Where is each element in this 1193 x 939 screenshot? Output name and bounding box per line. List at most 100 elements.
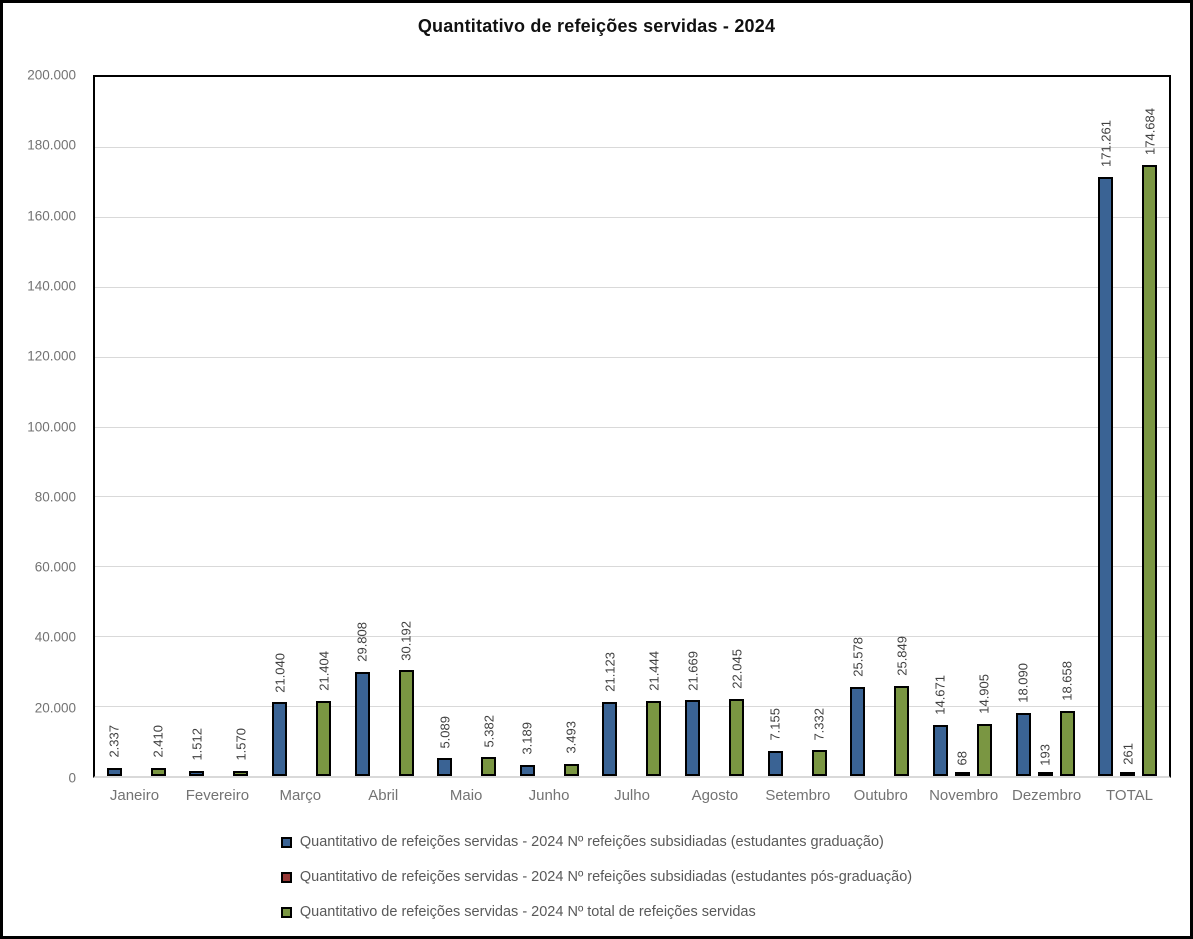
y-tick-label: 0 xyxy=(68,770,76,786)
x-tick-label-fevereiro: Fevereiro xyxy=(185,787,250,804)
bar-total xyxy=(316,701,332,776)
bar-value-label: 7.155 xyxy=(767,708,783,741)
bar-graduacao xyxy=(1098,177,1114,776)
bar-slot-graduacao: 21.123 xyxy=(602,77,618,776)
bar-slot-total: 22.045 xyxy=(729,77,745,776)
bar-slot-total: 1.570 xyxy=(233,77,249,776)
bar-pos-graduacao xyxy=(1037,772,1053,776)
bar-graduacao xyxy=(602,702,618,776)
bar-value-label: 3.493 xyxy=(563,721,579,754)
y-tick-label: 140.000 xyxy=(27,278,76,294)
bar-slot-pos-graduacao: 261 xyxy=(1120,77,1136,776)
x-tick-label-dezembro: Dezembro xyxy=(1012,787,1082,804)
gridline xyxy=(95,216,1169,218)
x-tick-label-junho: Junho xyxy=(528,787,570,804)
bar-pos-graduacao xyxy=(1120,772,1136,776)
x-axis: Janeiro Fevereiro Março Abril Maio Junho Julho… xyxy=(93,787,1171,804)
bar-slot-graduacao: 18.090 xyxy=(1015,77,1031,776)
bar-slot-graduacao: 171.261 xyxy=(1098,77,1114,776)
x-tick-label-setembro: Setembro xyxy=(765,787,831,804)
category-total: 171.261 261 174.684 xyxy=(1086,77,1169,776)
legend-marker-graduacao xyxy=(280,836,292,848)
bar-slot-graduacao: 21.669 xyxy=(685,77,701,776)
bar-value-label: 18.090 xyxy=(1015,663,1031,703)
category-março: 21.040 21.404 xyxy=(260,77,343,776)
y-tick-label: 180.000 xyxy=(27,137,76,153)
bar-slot-graduacao: 7.155 xyxy=(767,77,783,776)
bar-slot-pos-graduacao xyxy=(129,77,144,776)
bar-total xyxy=(481,757,497,776)
bar-value-label: 22.045 xyxy=(729,649,745,689)
y-tick-label: 20.000 xyxy=(34,700,76,716)
bar-total xyxy=(646,701,662,776)
y-tick-label: 160.000 xyxy=(27,208,76,224)
x-tick-label-total: TOTAL xyxy=(1106,787,1153,804)
category-outubro: 25.578 25.849 xyxy=(838,77,921,776)
bar-total xyxy=(1142,165,1158,776)
gridline xyxy=(95,636,1169,638)
legend-item-graduacao: Quantitativo de refeições servidas - 202… xyxy=(280,834,912,850)
x-tick-label-janeiro: Janeiro xyxy=(109,787,160,804)
bars-container: 2.337 2.410 1.512 1.570 21.040 21.404 29.808 30… xyxy=(95,77,1169,776)
bar-value-label: 68 xyxy=(954,751,970,766)
bar-slot-total: 5.382 xyxy=(481,77,497,776)
bar-slot-total: 2.410 xyxy=(150,77,166,776)
category-julho: 21.123 21.444 xyxy=(591,77,674,776)
bar-total xyxy=(150,767,166,776)
bar-slot-pos-graduacao xyxy=(624,77,639,776)
legend-items: Quantitativo de refeições servidas - 202… xyxy=(280,834,912,920)
bar-total xyxy=(233,770,249,776)
category-fevereiro: 1.512 1.570 xyxy=(178,77,261,776)
legend-marker-pos-graduacao xyxy=(280,871,292,883)
bar-slot-pos-graduacao xyxy=(459,77,474,776)
bar-value-label: 18.658 xyxy=(1059,661,1075,701)
bar-slot-pos-graduacao xyxy=(294,77,309,776)
x-tick-label-outubro: Outubro xyxy=(853,787,908,804)
bar-slot-total: 174.684 xyxy=(1142,77,1158,776)
bar-value-label: 14.671 xyxy=(932,674,948,715)
bar-value-label: 21.040 xyxy=(272,652,288,693)
bar-value-label: 30.192 xyxy=(398,620,414,661)
bar-total xyxy=(729,698,745,776)
bar-value-label: 21.123 xyxy=(602,652,618,693)
bar-slot-total: 21.404 xyxy=(316,77,332,776)
bar-total xyxy=(811,750,827,776)
bar-graduacao xyxy=(1015,712,1031,776)
legend-label: Quantitativo de refeições servidas - 202… xyxy=(299,904,756,920)
gridline xyxy=(95,426,1169,428)
gridline xyxy=(95,356,1169,358)
bar-total xyxy=(894,685,910,776)
bar-slot-pos-graduacao xyxy=(872,77,887,776)
bar-value-label: 193 xyxy=(1037,743,1053,766)
bar-slot-pos-graduacao xyxy=(542,77,557,776)
bar-total xyxy=(563,763,579,776)
bar-graduacao xyxy=(519,764,535,776)
bar-pos-graduacao xyxy=(954,772,970,776)
bar-slot-pos-graduacao xyxy=(211,77,226,776)
bar-slot-graduacao: 21.040 xyxy=(272,77,288,776)
bar-slot-total: 25.849 xyxy=(894,77,910,776)
bar-slot-pos-graduacao xyxy=(707,77,722,776)
bar-value-label: 2.337 xyxy=(106,725,122,758)
y-tick-label: 80.000 xyxy=(34,489,76,505)
bar-value-label: 29.808 xyxy=(354,622,370,662)
category-janeiro: 2.337 2.410 xyxy=(95,77,178,776)
bar-slot-total: 3.493 xyxy=(563,77,579,776)
plot-area: 2.337 2.410 1.512 1.570 21.040 21.404 29.808 30… xyxy=(93,75,1171,778)
bar-value-label: 25.578 xyxy=(850,636,866,677)
legend-label: Quantitativo de refeições servidas - 202… xyxy=(299,834,884,850)
x-tick-label-agosto: Agosto xyxy=(691,787,739,804)
y-tick-label: 60.000 xyxy=(34,559,76,575)
bar-slot-graduacao: 14.671 xyxy=(932,77,948,776)
chart-title: Quantitativo de refeições servidas - 202… xyxy=(417,16,776,36)
bar-slot-total: 14.905 xyxy=(976,77,992,776)
bar-value-label: 1.570 xyxy=(233,727,249,761)
bar-slot-total: 7.332 xyxy=(811,77,827,776)
category-abril: 29.808 30.192 xyxy=(343,77,426,776)
category-maio: 5.089 5.382 xyxy=(425,77,508,776)
y-tick-label: 200.000 xyxy=(27,67,76,83)
bar-slot-graduacao: 3.189 xyxy=(519,77,535,776)
gridline xyxy=(95,146,1169,148)
bar-value-label: 5.382 xyxy=(481,714,497,748)
category-setembro: 7.155 7.332 xyxy=(756,77,839,776)
